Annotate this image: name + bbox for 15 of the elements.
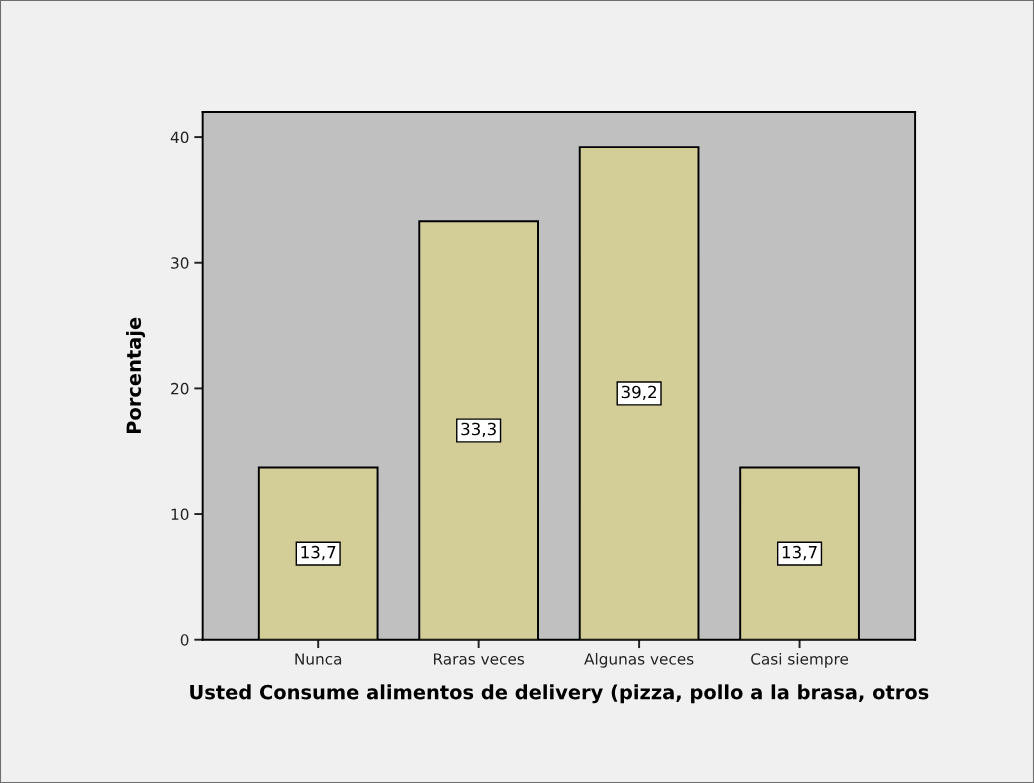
data-label: 13,7 xyxy=(782,545,817,561)
x-tick-label: Nunca xyxy=(295,653,342,665)
y-tick-label: 40 xyxy=(170,131,189,144)
y-tick-label: 20 xyxy=(171,382,189,395)
x-axis-title: Usted Consume alimentos de delivery (pizza, pollo a la brasa, otros xyxy=(190,684,929,704)
y-tick-label: 30 xyxy=(171,257,189,269)
y-tick-label: 10 xyxy=(171,508,189,521)
data-label: 13,7 xyxy=(301,545,336,561)
y-tick-label: 0 xyxy=(180,634,189,646)
y-axis-title: Porcentaje xyxy=(126,317,146,434)
data-label: 33,3 xyxy=(461,422,496,438)
data-label: 39,2 xyxy=(621,385,656,400)
x-tick-label: Raras veces xyxy=(434,653,525,665)
x-tick-label: Casi siempre xyxy=(751,652,849,668)
x-tick-label: Algunas veces xyxy=(584,652,694,668)
